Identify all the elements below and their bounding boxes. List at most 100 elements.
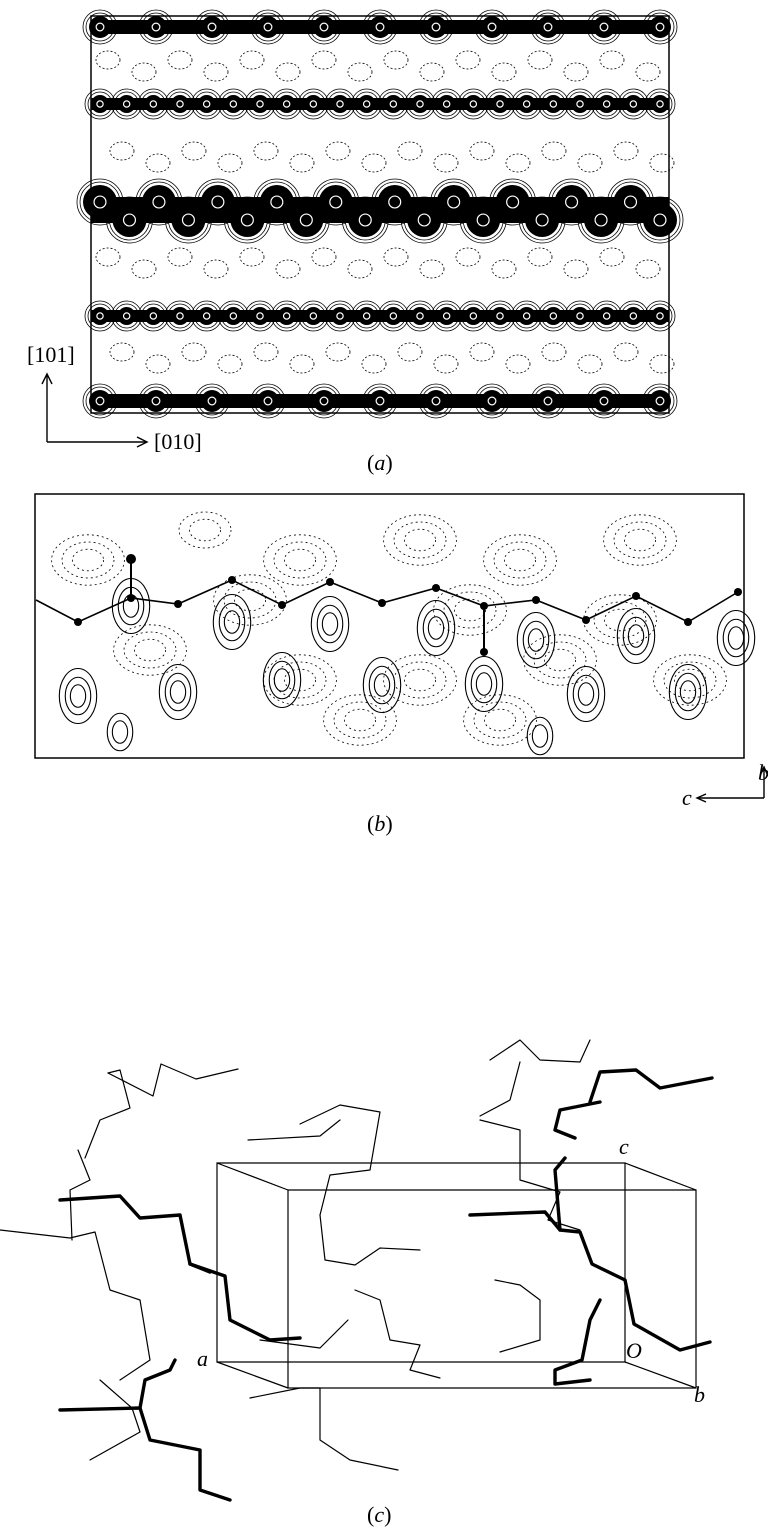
dotted-contour [393,661,447,699]
peak-band-middle [112,203,147,237]
dotted-contour [403,668,436,692]
peak-band-2 [91,95,109,113]
peak-band-middle [318,185,353,219]
peak-core-band-4 [522,312,531,320]
peak-ring-band-middle [135,178,183,226]
dotted-contour [253,141,279,161]
peak-core-band-2 [256,100,264,108]
peak-ring-band-top [645,12,675,42]
solid-contour [262,651,302,709]
solid-contour [566,665,606,723]
peak-ring-band-top [642,9,678,45]
peak-band-4 [624,307,643,325]
thin-chain [319,1214,421,1266]
dotted-contour [203,62,229,82]
peak-core-band-4 [122,312,131,320]
peak-ring-band-top [82,9,118,45]
bold-chain [588,1068,714,1104]
solid-contour [362,656,402,714]
peak-band-middle [554,185,589,219]
thin-chain [494,1279,541,1353]
peak-core-band-bottom [375,396,385,406]
peak-band-middle [643,203,677,237]
peak-band-bottom [313,390,335,412]
peak-core-band-middle [417,213,431,227]
dotted-contour [397,141,423,161]
side-atom [126,554,136,564]
dotted-contour [544,648,577,672]
peak-band-2 [411,95,429,113]
thin-chain [107,1063,239,1097]
dotted-contour [188,518,221,542]
dotted-contour [663,661,717,699]
panel-b: b c (b) [34,493,768,836]
peak-band-bottom [537,390,559,412]
peak-core-band-top [487,22,497,32]
dotted-contour [419,62,445,82]
dotted-contour [109,141,135,161]
peak-band-2 [171,95,189,113]
dotted-contour [635,62,661,82]
peak-band-4 [411,307,429,325]
dotted-contour [491,62,517,82]
thin-chain [247,1119,341,1141]
solid-contour [368,665,396,705]
dotted-contour [289,153,315,173]
peak-ring-band-bottom [309,386,339,416]
panel-c-thin-chains [0,1039,591,1471]
peak-core-band-4 [229,312,238,320]
chain-atom [378,599,386,607]
solid-contour [668,663,708,721]
peak-core-band-bottom [543,396,553,406]
dotted-contour [483,708,516,732]
peak-core-band-4 [496,312,504,320]
peak-band-4 [144,307,163,325]
dotted-contour [433,153,459,173]
dotted-contour [455,247,481,267]
dotted-contour [273,541,327,579]
peak-ring-band-bottom [589,386,619,416]
peak-core-band-2 [602,100,611,108]
peak-band-2 [224,95,243,113]
peak-ring-band-bottom [645,386,675,416]
solid-contour [716,609,756,667]
solid-contour [316,604,344,644]
dotted-contour [323,694,397,746]
peak-ring-band-middle [312,178,360,226]
peak-core-band-middle [358,213,372,227]
peak-band-middle [200,185,235,219]
dotted-contour [674,668,707,692]
peak-ring-band-bottom [421,386,451,416]
dotted-contour [167,50,193,70]
thin-chain [89,1379,141,1461]
dotted-contour [289,354,315,374]
peak-band-bottom [369,390,391,412]
dotted-contour [635,259,661,279]
peak-ring-band-middle [165,196,212,244]
peak-ring-band-4 [644,300,676,332]
dotted-contour [577,153,603,173]
solid-contour [531,724,549,748]
dotted-contour [263,534,337,586]
chain-atom [582,616,590,624]
peak-core-band-middle [152,195,166,209]
peak-band-2 [491,95,509,113]
panel-a-atom-peaks [76,9,684,419]
peak-band-4 [277,307,296,325]
peak-core-band-top [655,22,665,32]
peak-band-middle [525,203,560,237]
solid-contour [522,620,550,660]
dotted-contour [443,591,497,629]
peak-core-band-4 [442,312,451,320]
peak-core-band-4 [282,312,291,320]
solid-contour [373,673,391,697]
solid-contour [572,674,600,714]
peak-core-band-middle [93,195,107,209]
dotted-contour [433,354,459,374]
peak-core-band-2 [202,100,211,108]
peak-ring-band-middle [194,178,242,226]
peak-core-band-bottom [655,396,665,406]
peak-core-band-middle [329,195,343,209]
peak-band-middle [466,203,501,237]
peak-band-2 [437,95,456,113]
